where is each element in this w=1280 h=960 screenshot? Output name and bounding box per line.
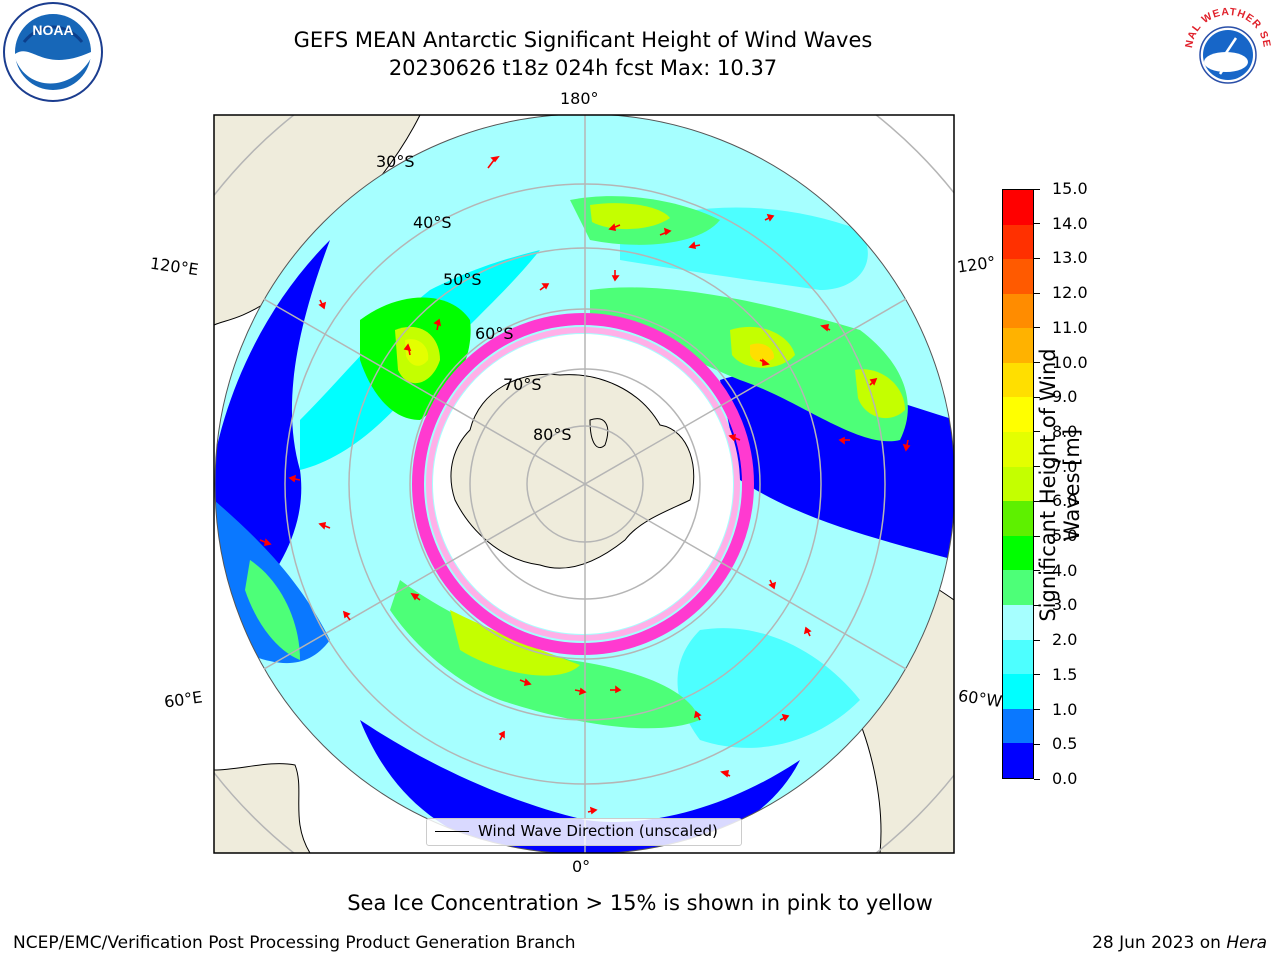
colorbar-segment <box>1003 674 1033 709</box>
lon-label-180: 180° <box>560 89 599 108</box>
graticule <box>214 115 954 853</box>
colorbar-tick-label: 9.0 <box>1052 387 1078 407</box>
colorbar-tick <box>1034 604 1040 606</box>
lat-label-60s: 60°S <box>475 324 514 343</box>
colorbar-tick-label: 1.5 <box>1052 664 1078 684</box>
svg-text:NOAA: NOAA <box>32 22 73 38</box>
colorbar-segment <box>1003 605 1033 640</box>
legend: Wind Wave Direction (unscaled) <box>426 818 742 846</box>
legend-label: Wind Wave Direction (unscaled) <box>478 822 718 840</box>
colorbar-segment <box>1003 743 1033 778</box>
colorbar-segment <box>1003 259 1033 294</box>
colorbar-tick <box>1034 223 1040 225</box>
colorbar-segment <box>1003 224 1033 260</box>
sea-ice-caption: Sea Ice Concentration > 15% is shown in … <box>347 891 933 915</box>
colorbar-tick <box>1034 188 1040 190</box>
lat-label-70s: 70°S <box>503 375 542 394</box>
colorbar-title: Significant Height of Wind Waves [m] <box>1036 348 1084 622</box>
colorbar-segment <box>1003 293 1033 329</box>
colorbar-segment <box>1003 362 1033 398</box>
chart-title: GEFS MEAN Antarctic Significant Height o… <box>293 28 873 52</box>
colorbar-tick <box>1034 396 1040 398</box>
colorbar-tick-label: 10.0 <box>1052 352 1088 372</box>
footer-host: Hera <box>1226 933 1267 953</box>
colorbar-tick-label: 4.0 <box>1052 560 1078 580</box>
colorbar-tick <box>1034 292 1040 294</box>
colorbar-tick-label: 2.0 <box>1052 630 1078 650</box>
lat-label-50s: 50°S <box>443 270 482 289</box>
colorbar-tick-label: 11.0 <box>1052 317 1088 337</box>
colorbar-tick-label: 12.0 <box>1052 283 1088 303</box>
footer-date: 28 Jun 2023 on Hera <box>1092 933 1267 953</box>
footer-organization: NCEP/EMC/Verification Post Processing Pr… <box>13 933 576 953</box>
chart-subtitle: 20230626 t18z 024h fcst Max: 10.37 <box>388 56 778 80</box>
colorbar-segment <box>1003 189 1033 225</box>
colorbar-tick-label: 0.5 <box>1052 734 1078 754</box>
colorbar-segment <box>1003 535 1033 571</box>
colorbar-tick <box>1034 743 1040 745</box>
colorbar-tick-label: 0.0 <box>1052 769 1078 788</box>
national-weather-service-logo: NATIONAL WEATHER SERVICE <box>1173 0 1278 102</box>
noaa-logo: NOAA <box>2 2 104 102</box>
antarctica-landmass <box>450 373 695 569</box>
colorbar-segment <box>1003 397 1033 433</box>
colorbar-tick <box>1034 466 1040 468</box>
colorbar-tick <box>1034 500 1040 502</box>
map-frame <box>213 114 955 854</box>
colorbar-segment <box>1003 639 1033 675</box>
lat-label-80s: 80°S <box>533 425 572 444</box>
colorbar-tick <box>1034 778 1040 780</box>
colorbar-tick-label: 7.0 <box>1052 456 1078 476</box>
colorbar-tick-label: 5.0 <box>1052 526 1078 546</box>
colorbar-tick-label: 15.0 <box>1052 179 1088 198</box>
wave-direction-arrows <box>259 155 911 815</box>
colorbar-tick <box>1034 431 1040 433</box>
colorbar-tick-label: 1.0 <box>1052 699 1078 719</box>
colorbar-tick <box>1034 639 1040 641</box>
footer-date-text: 28 Jun 2023 on <box>1092 933 1227 953</box>
colorbar-tick-label: 3.0 <box>1052 595 1078 615</box>
colorbar-tick <box>1034 362 1040 364</box>
colorbar <box>1002 189 1034 779</box>
colorbar-segment <box>1003 708 1033 744</box>
colorbar-tick-label: 8.0 <box>1052 421 1078 441</box>
colorbar-tick-label: 6.0 <box>1052 491 1078 511</box>
colorbar-segment <box>1003 432 1033 467</box>
colorbar-tick <box>1034 674 1040 676</box>
colorbar-tick <box>1034 257 1040 259</box>
colorbar-segment <box>1003 570 1033 606</box>
sea-ice-edge <box>412 313 754 655</box>
antarctic-peninsula <box>589 418 609 449</box>
colorbar-segment <box>1003 328 1033 363</box>
colorbar-segment <box>1003 501 1033 536</box>
colorbar-tick <box>1034 327 1040 329</box>
sea-ice-inner <box>426 327 740 641</box>
colorbar-tick-label: 13.0 <box>1052 248 1088 268</box>
colorbar-segment <box>1003 466 1033 502</box>
legend-line-marker <box>435 831 469 832</box>
lon-label-0: 0° <box>572 857 591 876</box>
lat-label-30s: 30°S <box>376 152 415 171</box>
colorbar-tick <box>1034 709 1040 711</box>
lat-label-40s: 40°S <box>413 213 452 232</box>
colorbar-tick-label: 14.0 <box>1052 213 1088 233</box>
colorbar-tick <box>1034 570 1040 572</box>
colorbar-tick <box>1034 535 1040 537</box>
